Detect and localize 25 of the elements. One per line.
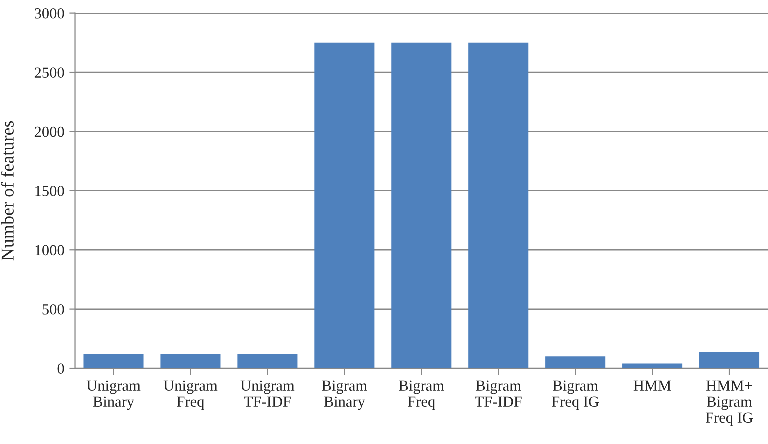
y-tick-label: 0 [58,364,64,374]
y-tick-label: 2000 [34,126,64,138]
x-tick-label: Bigram Freq [399,380,444,410]
y-tick-label: 1500 [36,186,64,196]
x-tick-label: Bigram TF-IDF [475,380,522,407]
y-axis-title: Number of features [1,121,14,261]
bar [699,352,760,369]
y-tick-label: 2500 [34,68,64,78]
x-tick-label: Unigram Freq [164,380,218,410]
x-tick-label: Bigram Freq IG [552,380,600,410]
bar [314,42,375,369]
bar [392,42,452,369]
x-tick-label: Bigram Binary [322,380,368,410]
x-tick-label: Unigram TF-IDF [240,380,295,407]
x-tick-label: HMM+ Bigram Freq IG [706,380,754,426]
x-tick-label: Unigram Binary [86,380,141,410]
x-tick-label: HMM [634,380,672,391]
y-tick-label: 500 [42,304,64,315]
y-tick-label: 3000 [35,8,64,19]
bar [238,354,298,369]
bar [468,42,529,369]
bar [160,354,221,369]
bar [84,354,144,369]
bar [546,356,606,369]
y-tick-label: 1000 [36,245,64,256]
